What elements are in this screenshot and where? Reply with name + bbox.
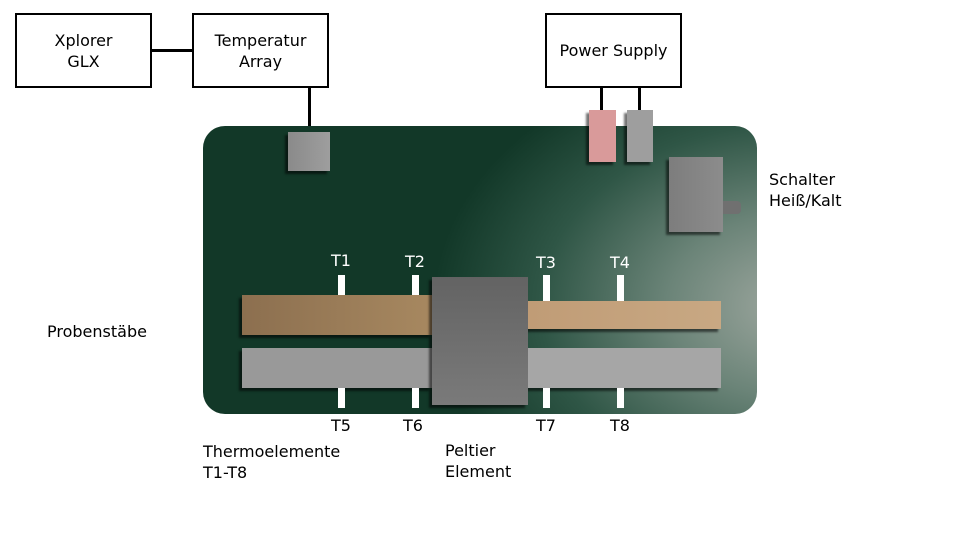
schalter-switch-block [669, 157, 723, 232]
schalter-label: Schalter Heiß/Kalt [769, 170, 842, 210]
sensor-label-t1: T1 [331, 251, 351, 270]
thermoelemente-label: Thermoelemente T1-T8 [203, 442, 341, 482]
connector-power-grey [638, 88, 641, 110]
thermocouple-t5 [338, 388, 345, 408]
thermocouple-t7 [543, 388, 550, 408]
sensor-label-t2: T2 [405, 252, 425, 271]
connector-xplorer-temperatur [152, 49, 192, 52]
probenstab-bronze-left [242, 295, 432, 335]
schalter-switch-knob [723, 201, 741, 214]
connector-power-red [600, 88, 603, 110]
connector-temperatur-sensor [308, 88, 311, 132]
sensor-label-t7: T7 [536, 416, 556, 435]
sensor-label-t4: T4 [610, 253, 630, 272]
power-supply-box: Power Supply [545, 13, 682, 88]
peltier-element-block [432, 277, 528, 405]
temperatur-array-box: Temperatur Array [192, 13, 329, 88]
power-terminal-grey [627, 110, 653, 162]
thermocouple-t1 [338, 275, 345, 295]
temperatur-sensor-block [288, 132, 330, 171]
sensor-label-t3: T3 [536, 253, 556, 272]
thermocouple-t4 [617, 275, 624, 301]
xplorer-glx-box: Xplorer GLX [15, 13, 152, 88]
sensor-label-t5: T5 [331, 416, 351, 435]
probenstab-grey-right [528, 348, 721, 388]
power-terminal-red [589, 110, 616, 162]
sensor-label-t6: T6 [403, 416, 423, 435]
peltier-element-label: Peltier Element [445, 441, 512, 481]
probenstab-bronze-right [528, 301, 721, 329]
thermocouple-t8 [617, 388, 624, 408]
probenstab-grey-left [242, 348, 432, 388]
probenstaebe-label: Probenstäbe [47, 322, 147, 341]
thermocouple-t2 [412, 275, 419, 295]
sensor-label-t8: T8 [610, 416, 630, 435]
thermocouple-t6 [412, 388, 419, 408]
thermocouple-t3 [543, 275, 550, 301]
